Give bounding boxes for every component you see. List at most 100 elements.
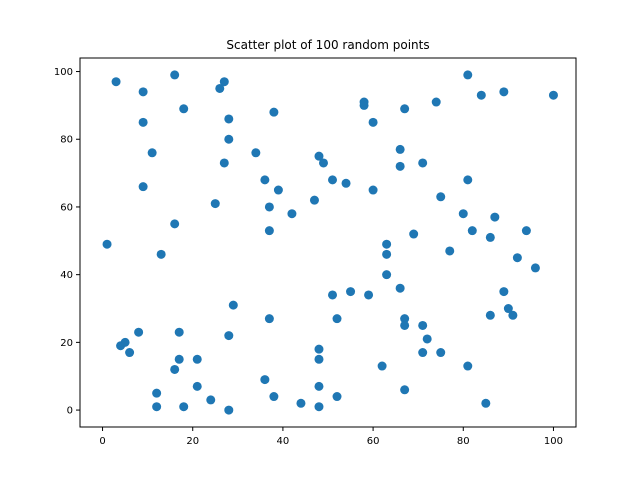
data-point [368,117,378,127]
data-point [485,310,495,320]
data-point [264,202,274,212]
data-point [436,192,446,202]
data-point [192,354,202,364]
y-tick-label: 60 [60,202,73,213]
data-point [152,388,162,398]
data-point [134,327,144,337]
data-point [463,361,473,371]
data-point [481,398,491,408]
data-point [377,361,387,371]
data-point [422,334,432,344]
data-point [314,344,324,354]
data-point [260,375,270,385]
data-point [219,77,229,87]
data-point [445,246,455,256]
data-point [508,310,518,320]
data-point [296,398,306,408]
data-point [359,100,369,110]
data-point [346,287,356,297]
data-point [368,185,378,195]
data-point [174,354,184,364]
data-point [314,402,324,412]
data-point [138,182,148,192]
data-point [503,304,513,314]
data-point [170,70,180,80]
points-layer [102,70,558,415]
data-point [458,209,468,219]
data-point [269,107,279,117]
data-point [382,270,392,280]
chart-title: Scatter plot of 100 random points [226,38,429,52]
data-point [215,83,225,93]
data-point [269,392,279,402]
y-tick-label: 20 [60,338,73,349]
data-point [476,90,486,100]
data-point [400,104,410,114]
data-point [156,249,166,259]
data-point [224,405,234,415]
data-point [400,385,410,395]
data-point [490,212,500,222]
x-tick-label: 20 [186,436,199,447]
data-point [431,97,441,107]
y-axis: 0 20 40 60 80 100 [54,67,80,417]
data-point [224,114,234,124]
data-point [210,199,220,209]
x-tick-label: 60 [367,436,380,447]
data-point [260,175,270,185]
data-point [418,158,428,168]
data-point [179,104,189,114]
data-point [395,283,405,293]
data-point [192,381,202,391]
data-point [382,249,392,259]
data-point [332,314,342,324]
data-point [264,226,274,236]
data-point [341,178,351,188]
data-point [499,87,509,97]
data-point [287,209,297,219]
data-point [251,148,261,158]
data-point [548,90,558,100]
data-point [512,253,522,263]
data-point [314,151,324,161]
data-point [147,148,157,158]
data-point [264,314,274,324]
data-point [328,290,338,300]
data-point [485,232,495,242]
data-point [224,331,234,341]
data-point [228,300,238,310]
data-point [409,229,419,239]
data-point [395,161,405,171]
data-point [206,395,216,405]
data-point [328,175,338,185]
data-point [224,134,234,144]
data-point [152,402,162,412]
data-point [179,402,189,412]
data-point [138,117,148,127]
data-point [499,287,509,297]
data-point [463,70,473,80]
data-point [314,354,324,364]
x-tick-label: 100 [544,436,563,447]
data-point [170,219,180,229]
data-point [120,337,130,347]
data-point [436,348,446,358]
data-point [111,77,121,87]
data-point [395,144,405,154]
y-tick-label: 100 [54,67,73,78]
data-point [400,314,410,324]
x-axis: 0 20 40 60 80 100 [99,427,563,447]
data-point [273,185,283,195]
plot-frame [79,57,577,428]
y-tick-label: 0 [67,406,73,417]
data-point [309,195,319,205]
data-point [318,158,328,168]
y-tick-label: 40 [60,270,73,281]
data-point [102,239,112,249]
data-point [418,348,428,358]
data-point [467,226,477,236]
data-point [138,87,148,97]
data-point [400,320,410,330]
x-tick-label: 0 [99,436,105,447]
